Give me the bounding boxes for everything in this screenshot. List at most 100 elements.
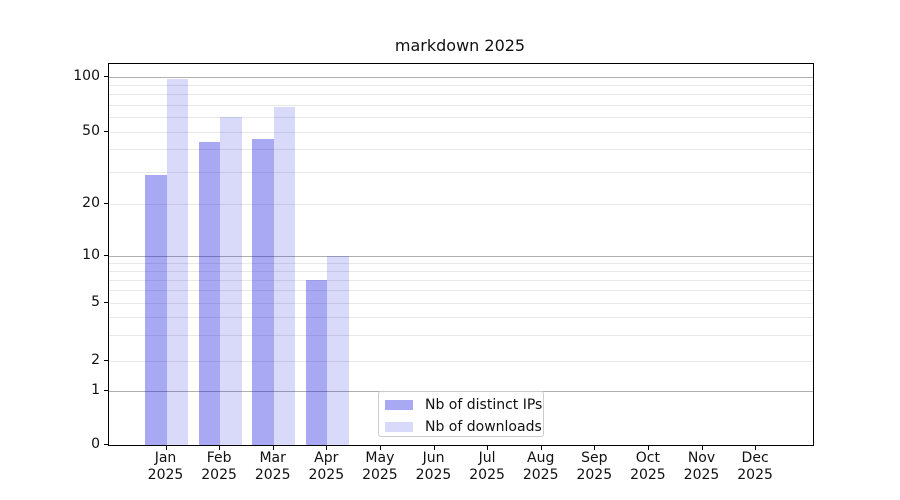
bar-nb-of-downloads: [166, 78, 188, 445]
x-axis-tick-label: Aug 2025: [511, 450, 571, 484]
month-label: Jan: [154, 450, 177, 466]
legend: Nb of distinct IPs Nb of downloads: [378, 391, 544, 437]
year-label: 2025: [147, 467, 184, 483]
legend-swatch: [385, 421, 413, 432]
x-axis-tick-label: Oct 2025: [618, 450, 678, 484]
y-axis-tick-label: 20: [82, 194, 100, 211]
x-axis-tick-label: Jul 2025: [457, 450, 517, 484]
bar-nb-of-distinct-ips: [198, 142, 221, 445]
month-label: May: [365, 450, 395, 466]
year-label: 2025: [737, 467, 773, 483]
x-axis-tick-mark: [755, 446, 757, 450]
minor-gridline: [109, 105, 813, 107]
year-label: 2025: [201, 467, 237, 483]
y-axis-tick-label: 2: [91, 351, 100, 368]
month-label: Sep: [581, 450, 608, 466]
minor-gridline: [109, 316, 813, 318]
year-label: 2025: [308, 467, 345, 483]
year-label: 2025: [362, 467, 398, 483]
minor-gridline: [109, 149, 813, 151]
month-label: Jun: [422, 450, 445, 466]
x-axis-tick-mark: [433, 446, 435, 450]
legend-row: Nb of downloads: [379, 417, 543, 436]
y-axis-tick-label: 50: [82, 123, 100, 139]
plot-area: [108, 63, 814, 446]
month-label: Apr: [314, 450, 339, 466]
minor-gridline: [109, 171, 813, 173]
x-axis-tick-mark: [647, 446, 649, 450]
x-axis-tick-mark: [219, 446, 221, 450]
bar-nb-of-distinct-ips: [305, 279, 328, 445]
month-label: Mar: [259, 450, 286, 466]
year-label: 2025: [630, 467, 666, 483]
bar-nb-of-downloads: [220, 117, 242, 445]
year-label: 2025: [469, 467, 505, 483]
minor-gridline: [109, 302, 813, 304]
month-label: Oct: [635, 450, 660, 466]
month-label: Nov: [687, 450, 716, 466]
y-axis-tick-mark: [104, 359, 108, 361]
x-axis-tick-mark: [701, 446, 703, 450]
x-axis-tick-label: Dec 2025: [725, 450, 785, 484]
y-axis-tick-mark: [104, 301, 108, 303]
major-gridline: [109, 76, 813, 78]
month-label: Aug: [527, 450, 555, 466]
month-label: Dec: [741, 450, 769, 466]
legend-label: Nb of downloads: [425, 418, 542, 435]
year-label: 2025: [576, 467, 613, 483]
legend-row: Nb of distinct IPs: [379, 395, 543, 414]
year-label: 2025: [254, 467, 291, 483]
y-axis-tick-label: 0: [91, 436, 100, 452]
x-axis-tick-mark: [540, 446, 542, 450]
month-label: Jul: [478, 450, 496, 466]
y-axis-tick-label: 10: [82, 246, 100, 263]
minor-gridline: [109, 94, 813, 96]
minor-gridline: [109, 334, 813, 336]
y-axis-tick-mark: [104, 254, 108, 256]
x-axis-tick-label: Mar 2025: [243, 450, 303, 484]
major-gridline: [109, 255, 813, 257]
minor-gridline: [109, 132, 813, 133]
year-label: 2025: [522, 467, 559, 483]
x-axis-tick-label: Jun 2025: [404, 450, 464, 484]
chart-title: markdown 2025: [394, 36, 526, 55]
x-axis-tick-label: Apr 2025: [296, 450, 356, 484]
x-axis-tick-mark: [379, 446, 381, 450]
x-axis-tick-label: Nov 2025: [672, 450, 732, 484]
minor-gridline: [109, 203, 813, 205]
minor-gridline: [109, 117, 813, 119]
legend-swatch: [385, 399, 413, 410]
x-axis-tick-mark: [165, 446, 167, 450]
x-axis-tick-label: Sep 2025: [564, 450, 624, 484]
x-axis-tick-label: Feb 2025: [189, 450, 249, 484]
y-axis-tick-label: 100: [73, 67, 100, 84]
minor-gridline: [109, 290, 813, 292]
minor-gridline: [109, 84, 813, 86]
month-label: Feb: [206, 450, 232, 466]
minor-gridline: [109, 279, 813, 281]
y-axis-tick-mark: [104, 444, 108, 445]
x-axis-tick-mark: [487, 446, 489, 450]
x-axis-tick-mark: [326, 446, 328, 450]
y-axis-tick-mark: [104, 390, 108, 391]
year-label: 2025: [683, 467, 720, 483]
minor-gridline: [109, 270, 813, 272]
year-label: 2025: [415, 467, 452, 483]
y-axis-tick-mark: [104, 75, 108, 77]
bar-nb-of-distinct-ips: [145, 174, 167, 445]
legend-label: Nb of distinct IPs: [425, 396, 543, 413]
x-axis-tick-label: May 2025: [350, 450, 410, 484]
y-axis-tick-mark: [104, 202, 108, 204]
y-axis-tick-label: 1: [91, 382, 100, 398]
x-axis-tick-label: Jan 2025: [136, 450, 196, 484]
y-axis-tick-label: 5: [91, 293, 100, 310]
minor-gridline: [109, 262, 813, 264]
x-axis-tick-mark: [594, 446, 596, 450]
minor-gridline: [109, 360, 813, 362]
bar-nb-of-downloads: [273, 107, 296, 445]
bar-nb-of-distinct-ips: [252, 138, 274, 445]
y-axis-tick-mark: [104, 131, 108, 132]
bar-nb-of-downloads: [327, 255, 349, 445]
x-axis-tick-mark: [272, 446, 274, 450]
